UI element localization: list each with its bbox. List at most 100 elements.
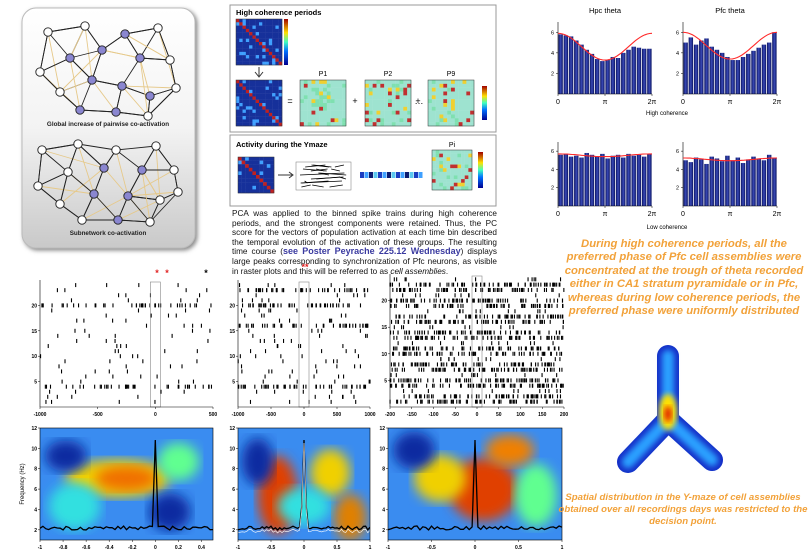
power-blob xyxy=(158,443,200,481)
heat-cell xyxy=(275,96,278,99)
heat-cell xyxy=(436,84,440,88)
heat-cell xyxy=(338,103,342,107)
heat-cell xyxy=(272,49,275,52)
power-blob xyxy=(45,440,87,471)
heat-cell xyxy=(436,115,440,119)
heat-cell xyxy=(392,95,396,99)
heat-cell xyxy=(407,92,411,96)
spectrogram xyxy=(40,428,213,540)
heat-cell xyxy=(256,80,259,83)
node xyxy=(64,168,72,176)
heat-cell xyxy=(267,179,271,183)
heat-cell xyxy=(238,157,242,161)
heat-cell xyxy=(300,80,304,84)
heat-cell xyxy=(266,52,269,55)
heat-cell xyxy=(245,189,249,193)
heat-cell xyxy=(279,49,282,52)
heat-cell xyxy=(269,119,272,122)
x-tick-label: 2π xyxy=(648,99,657,106)
heat-cell xyxy=(331,111,335,115)
heat-cell xyxy=(249,182,253,186)
heat-cell xyxy=(400,84,404,88)
heat-cell xyxy=(269,96,272,99)
heat-cell xyxy=(331,103,335,107)
heat-cell xyxy=(315,80,319,84)
x-tick-label: 0.4 xyxy=(198,545,205,551)
heat-cell xyxy=(245,182,249,186)
heat-cell xyxy=(256,22,259,25)
heat-cell xyxy=(369,88,373,92)
heat-cell xyxy=(466,111,470,115)
heat-cell xyxy=(396,115,400,119)
x-tick-label: 1000 xyxy=(364,412,375,418)
heat-cell xyxy=(269,45,272,48)
heat-cell xyxy=(432,122,436,126)
heat-cell xyxy=(440,122,444,126)
heat-cell xyxy=(463,118,467,122)
heat-cell xyxy=(451,80,455,84)
heat-cell xyxy=(279,55,282,58)
heat-cell xyxy=(239,103,242,106)
bar xyxy=(616,155,620,206)
heat-cell xyxy=(384,122,388,126)
heat-cell xyxy=(377,95,381,99)
heat-cell xyxy=(242,171,246,175)
heat-cell xyxy=(432,172,436,176)
heat-cell xyxy=(243,26,246,29)
heat-cell xyxy=(260,179,264,183)
heat-cell xyxy=(439,157,443,161)
heat-cell xyxy=(432,99,436,103)
heat-cell xyxy=(308,115,312,119)
heat-cell xyxy=(266,119,269,122)
heat-cell xyxy=(369,111,373,115)
heat-cell xyxy=(249,93,252,96)
heat-cell xyxy=(323,107,327,111)
heat-cell xyxy=(454,161,458,165)
heat-cell xyxy=(239,49,242,52)
heat-cell xyxy=(275,55,278,58)
heat-cell xyxy=(432,161,436,165)
heat-cell xyxy=(259,52,262,55)
heat-cell xyxy=(262,93,265,96)
heat-cell xyxy=(239,123,242,126)
heat-cell xyxy=(262,39,265,42)
heat-cell xyxy=(266,106,269,109)
heat-cell xyxy=(279,106,282,109)
heat-cell xyxy=(450,150,454,154)
x-tick-label: -1 xyxy=(236,545,241,551)
heat-cell xyxy=(242,179,246,183)
heat-cell xyxy=(443,183,447,187)
heat-cell xyxy=(403,118,407,122)
heat-cell xyxy=(300,88,304,92)
bar xyxy=(710,47,714,94)
heat-cell xyxy=(315,115,319,119)
heat-cell xyxy=(454,168,458,172)
y-tick-label: 20 xyxy=(229,303,235,309)
heat-cell xyxy=(468,172,472,176)
heat-cell xyxy=(335,111,339,115)
heat-cell xyxy=(279,52,282,55)
heat-cell xyxy=(263,168,267,172)
heat-cell xyxy=(436,118,440,122)
heat-cell xyxy=(256,186,260,190)
heat-cell xyxy=(432,179,436,183)
heat-cell xyxy=(335,95,339,99)
heat-cell xyxy=(272,113,275,116)
heat-cell xyxy=(443,103,447,107)
heat-cell xyxy=(245,179,249,183)
heat-cell xyxy=(369,103,373,107)
heat-cell xyxy=(259,32,262,35)
heat-cell xyxy=(407,107,411,111)
heat-cell xyxy=(447,122,451,126)
heat-cell xyxy=(396,80,400,84)
heat-cell xyxy=(455,107,459,111)
heat-cell xyxy=(400,95,404,99)
heat-cell xyxy=(432,157,436,161)
bar xyxy=(715,50,719,94)
heat-cell xyxy=(319,80,323,84)
bar xyxy=(757,48,761,94)
y-tick-label: 15 xyxy=(229,329,235,335)
heat-cell xyxy=(279,35,282,38)
heat-cell xyxy=(269,62,272,65)
heat-cell xyxy=(377,107,381,111)
